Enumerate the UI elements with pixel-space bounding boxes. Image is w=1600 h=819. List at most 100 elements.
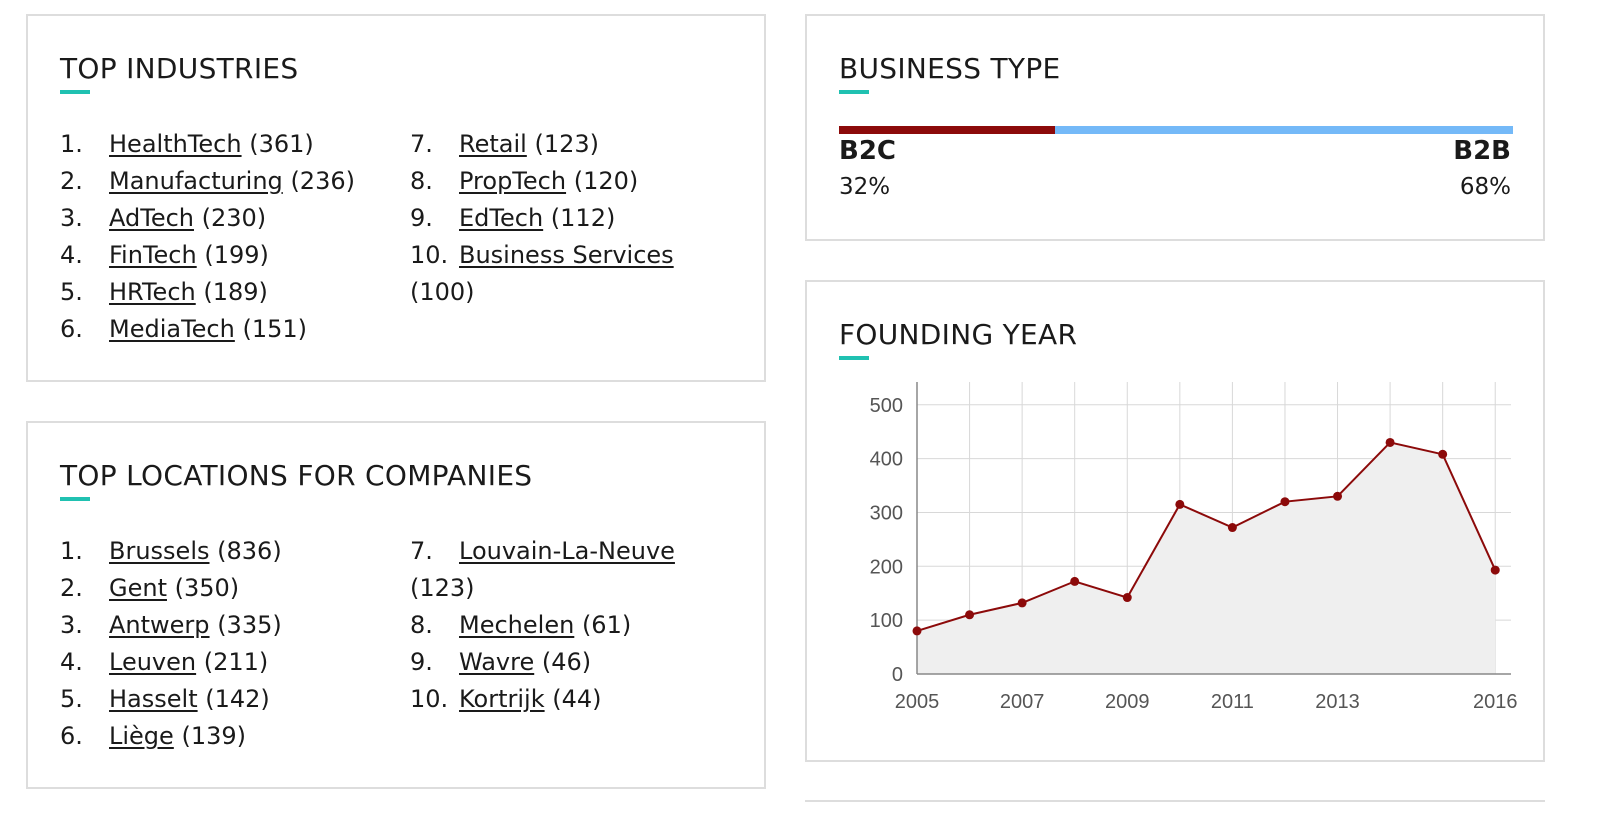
rank-number: 10. <box>410 241 449 269</box>
x-tick-label: 2016 <box>1473 691 1518 713</box>
list-item: 5. HRTech (189) <box>60 274 380 311</box>
rank-number: 10. <box>410 685 449 713</box>
rank-number: 1. <box>60 537 83 565</box>
x-tick-label: 2007 <box>1000 691 1045 713</box>
industries-list-right: 7. Retail (123) 8. PropTech (120) 9. EdTech (… <box>410 126 730 311</box>
data-point <box>1280 497 1290 507</box>
item-link[interactable]: Gent <box>109 574 167 602</box>
item-link[interactable]: Brussels <box>109 537 210 565</box>
rank-number: 5. <box>60 685 83 713</box>
y-tick-label: 400 <box>870 449 903 471</box>
list-item: 2. Manufacturing (236) <box>60 163 380 200</box>
locations-title: TOP LOCATIONS FOR COMPANIES <box>60 459 533 492</box>
series-line <box>916 441 1497 632</box>
title-accent-underline <box>60 497 90 501</box>
rank-number: 8. <box>410 167 433 195</box>
list-item: 1. HealthTech (361) <box>60 126 380 163</box>
list-item: 1. Brussels (836) <box>60 533 380 570</box>
next-card-edge <box>805 800 1545 802</box>
data-point <box>1490 565 1500 575</box>
list-item: 7. Retail (123) <box>410 126 730 163</box>
b2c-percent: 32% <box>839 174 891 200</box>
item-count: (44) <box>552 685 602 713</box>
item-count: (112) <box>550 204 616 232</box>
item-link[interactable]: Mechelen <box>459 611 575 639</box>
x-tick-label: 2009 <box>1105 691 1150 713</box>
founding-year-card: FOUNDING YEAR 0 100 200 300 400 500 2005 2007 20… <box>805 280 1545 762</box>
data-point <box>1333 491 1343 501</box>
item-link[interactable]: Kortrijk <box>459 685 545 713</box>
data-point <box>1122 593 1132 603</box>
rank-number: 6. <box>60 722 83 750</box>
rank-number: 6. <box>60 315 83 343</box>
rank-number: 5. <box>60 278 83 306</box>
rank-number: 4. <box>60 648 83 676</box>
x-tick-label: 2013 <box>1315 691 1360 713</box>
rank-number: 3. <box>60 204 83 232</box>
rank-number: 9. <box>410 648 433 676</box>
list-item: 10. Business Services (100) <box>410 237 730 311</box>
item-count: (199) <box>204 241 269 269</box>
item-link[interactable]: Hasselt <box>109 685 198 713</box>
item-count: (335) <box>217 611 282 639</box>
item-link[interactable]: EdTech <box>459 204 544 232</box>
item-link[interactable]: Liège <box>109 722 174 750</box>
top-locations-card: TOP LOCATIONS FOR COMPANIES 1. Brussels (… <box>26 421 766 789</box>
item-count: (151) <box>242 315 308 343</box>
list-item: 8. PropTech (120) <box>410 163 730 200</box>
locations-list-right: 7. Louvain-La-Neuve (123) 8. Mechelen (61) 9… <box>410 533 730 718</box>
item-link[interactable]: Manufacturing <box>109 167 283 195</box>
item-link[interactable]: Antwerp <box>109 611 210 639</box>
list-item: 9. EdTech (112) <box>410 200 730 237</box>
business-type-card: BUSINESS TYPE B2C 32% B2B 68% <box>805 14 1545 241</box>
data-point <box>965 610 975 620</box>
data-point <box>1227 523 1237 533</box>
y-tick-label: 200 <box>870 556 903 578</box>
item-link[interactable]: HRTech <box>109 278 196 306</box>
item-link[interactable]: Wavre <box>459 648 535 676</box>
data-point <box>912 626 922 636</box>
founding-year-title: FOUNDING YEAR <box>839 318 1078 351</box>
rank-number: 4. <box>60 241 83 269</box>
list-item: 5. Hasselt (142) <box>60 681 380 718</box>
item-link[interactable]: MediaTech <box>109 315 235 343</box>
list-item: 6. Liège (139) <box>60 718 380 755</box>
list-item: 9. Wavre (46) <box>410 644 730 681</box>
x-tick-label: 2011 <box>1211 691 1254 713</box>
rank-number: 2. <box>60 574 83 602</box>
rank-number: 9. <box>410 204 433 232</box>
list-item: 10. Kortrijk (44) <box>410 681 730 718</box>
item-link[interactable]: Business Services <box>459 241 674 269</box>
rank-number: 2. <box>60 167 83 195</box>
item-count: (61) <box>581 611 632 639</box>
b2b-percent: 68% <box>1459 174 1511 200</box>
rank-number: 7. <box>410 130 433 158</box>
list-item: 8. Mechelen (61) <box>410 607 730 644</box>
data-point <box>1175 499 1185 509</box>
item-count: (100) <box>410 278 475 306</box>
item-link[interactable]: PropTech <box>459 167 567 195</box>
item-count: (836) <box>217 537 282 565</box>
item-link[interactable]: AdTech <box>109 204 194 232</box>
b2c-share-fill <box>839 126 1055 134</box>
data-point <box>1438 449 1448 459</box>
title-accent-underline <box>839 90 869 94</box>
list-item: 7. Louvain-La-Neuve (123) <box>410 533 730 607</box>
item-count: (361) <box>249 130 314 158</box>
item-link[interactable]: FinTech <box>109 241 197 269</box>
item-count: (142) <box>205 685 270 713</box>
item-link[interactable]: Louvain-La-Neuve <box>459 537 675 565</box>
rank-number: 7. <box>410 537 433 565</box>
y-tick-label: 100 <box>870 610 903 632</box>
item-link[interactable]: Retail <box>459 130 527 158</box>
item-count: (236) <box>290 167 355 195</box>
data-point <box>1017 598 1027 608</box>
item-count: (123) <box>534 130 600 158</box>
item-link[interactable]: Leuven <box>109 648 197 676</box>
y-tick-label: 0 <box>892 664 903 686</box>
list-item: 6. MediaTech (151) <box>60 311 380 348</box>
item-link[interactable]: HealthTech <box>109 130 242 158</box>
list-item: 2. Gent (350) <box>60 570 380 607</box>
data-point <box>1070 576 1080 586</box>
rank-number: 1. <box>60 130 83 158</box>
